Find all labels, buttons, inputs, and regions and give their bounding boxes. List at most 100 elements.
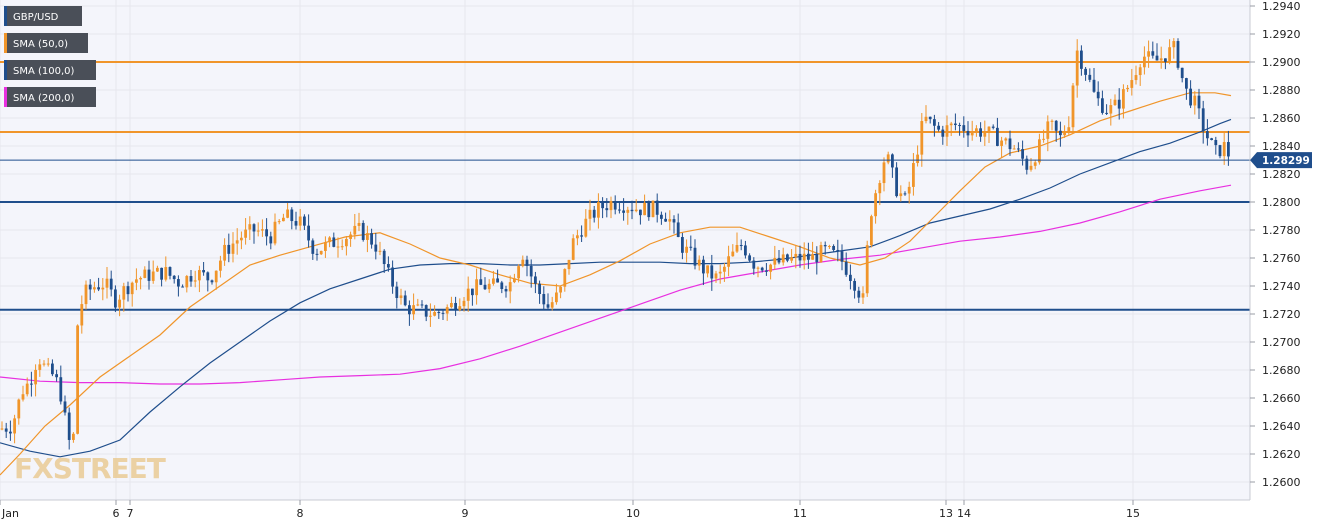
candle-body: [420, 304, 424, 306]
candle: [916, 145, 919, 167]
candle: [1063, 125, 1066, 138]
candle-body: [769, 264, 772, 272]
candle-body: [97, 287, 100, 290]
candle-body: [172, 275, 176, 280]
candle: [307, 214, 310, 248]
candle: [366, 225, 369, 253]
candle-body: [576, 235, 579, 239]
candle: [437, 310, 441, 319]
candle: [786, 253, 789, 263]
x-tick-label: 6: [113, 507, 120, 520]
y-tick-label: 1.2800: [1262, 196, 1301, 209]
candle-body: [1046, 121, 1050, 139]
candle-body: [193, 280, 197, 282]
candle-body: [450, 302, 453, 308]
candle-body: [954, 123, 957, 126]
candle: [0, 421, 4, 431]
candle: [1012, 144, 1016, 150]
candle-body: [1214, 139, 1218, 146]
x-tick-label: 9: [462, 507, 469, 520]
candle-body: [819, 245, 823, 263]
candle: [500, 280, 504, 294]
candle: [525, 255, 529, 277]
candle: [966, 121, 970, 148]
candle: [223, 238, 226, 266]
candle: [1189, 80, 1192, 109]
candle: [357, 212, 361, 232]
candle-body: [945, 125, 949, 137]
candle-body: [907, 186, 911, 194]
candle-body: [521, 259, 525, 267]
candle-body: [693, 247, 697, 266]
candle: [807, 242, 810, 269]
candle-body: [1159, 58, 1163, 61]
candle-body: [815, 254, 819, 263]
candle-body: [802, 253, 806, 261]
candle: [790, 249, 793, 264]
candle-body: [1071, 85, 1075, 128]
candle-body: [941, 129, 945, 137]
candle: [895, 162, 898, 198]
candle: [870, 214, 873, 248]
candle-body: [122, 286, 126, 300]
candle: [542, 286, 546, 310]
candle-body: [895, 167, 898, 197]
candle-body: [920, 121, 924, 155]
x-tick-label: Jan: [1, 507, 19, 520]
candle-body: [38, 364, 42, 370]
candle: [832, 244, 835, 252]
candle-body: [933, 119, 936, 126]
candle-body: [966, 130, 970, 136]
candle-body: [1172, 41, 1176, 48]
candle-body: [634, 209, 638, 212]
candle: [907, 181, 911, 204]
candle-body: [336, 246, 340, 248]
candle: [315, 248, 319, 261]
candle: [630, 200, 634, 220]
candle: [84, 280, 88, 310]
candle: [777, 249, 781, 265]
candle: [508, 275, 512, 304]
candle-body: [529, 265, 533, 277]
candle: [597, 193, 600, 229]
candle-body: [710, 265, 714, 279]
candle: [227, 233, 231, 263]
candle-body: [34, 369, 37, 385]
candle-body: [198, 270, 201, 281]
candle-body: [723, 266, 726, 272]
candles: [0, 38, 1230, 450]
candle: [937, 122, 940, 132]
candle-body: [660, 214, 663, 219]
candle-body: [1117, 99, 1121, 109]
candle: [164, 256, 168, 282]
candle: [151, 260, 155, 284]
candle: [412, 293, 415, 320]
candle-body: [30, 383, 33, 385]
y-tick-label: 1.2920: [1262, 28, 1301, 41]
candle-body: [261, 229, 264, 231]
candle: [639, 209, 642, 225]
candle-body: [1164, 58, 1167, 62]
current-price-tag: 1.28299: [1250, 152, 1312, 169]
candle: [118, 294, 121, 317]
candle-body: [1008, 138, 1012, 150]
candle-body: [429, 315, 432, 317]
candle: [672, 215, 676, 234]
candle-body: [471, 288, 474, 296]
candle: [928, 116, 932, 124]
legend-item: GBP/USD: [4, 6, 82, 26]
candle-body: [143, 269, 147, 278]
candle: [996, 117, 999, 147]
candle: [294, 211, 298, 230]
candle-body: [51, 363, 54, 375]
candle-body: [1042, 138, 1045, 140]
candle: [269, 231, 273, 250]
candle-body: [865, 245, 869, 294]
candle-body: [979, 128, 982, 137]
candle: [1050, 119, 1054, 131]
candle: [1138, 64, 1142, 86]
y-tick-label: 1.2820: [1262, 168, 1301, 181]
candle: [1067, 116, 1071, 135]
candle-body: [80, 304, 84, 326]
candle: [202, 261, 205, 276]
